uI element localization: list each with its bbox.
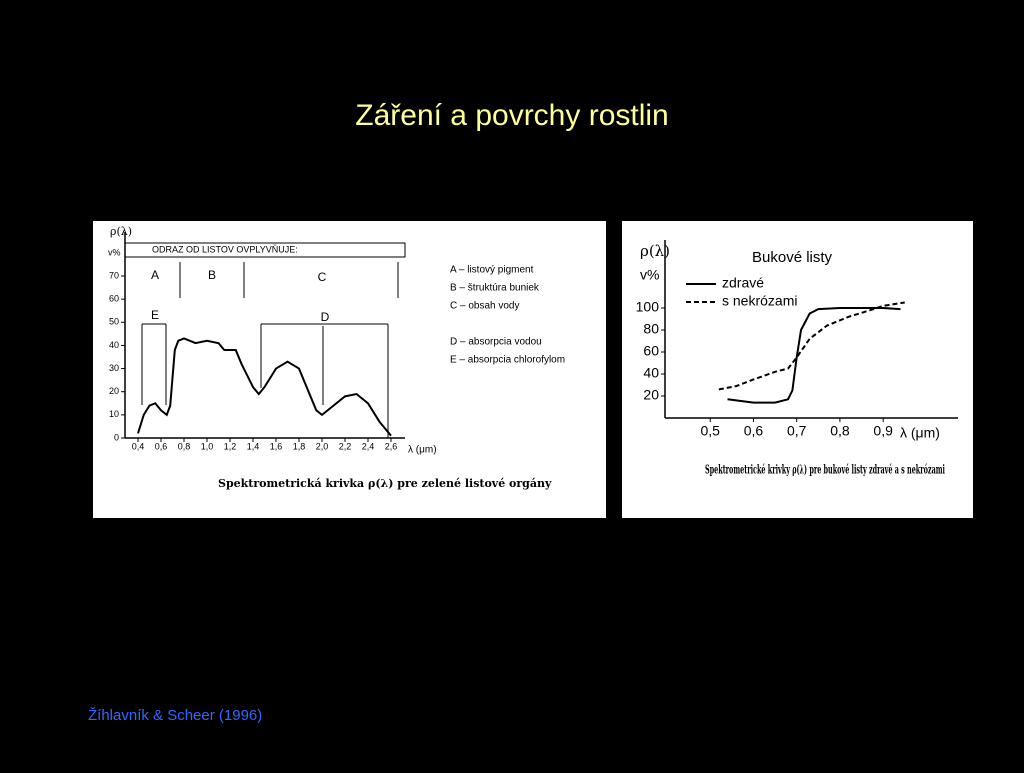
footer: Žíhlavník & Scheer (1996) — [88, 707, 262, 724]
y-tick-label: 100 — [636, 299, 660, 315]
y-tick-label: 50 — [109, 317, 119, 327]
y-tick-label: 20 — [109, 386, 119, 396]
y-tick-label: 70 — [109, 270, 119, 280]
y-tick-label: 0 — [114, 432, 119, 442]
x-tick-label: 1,6 — [270, 441, 283, 451]
chart-title: Bukové listy — [752, 249, 833, 266]
note: A – listový pigment — [450, 265, 534, 276]
caption: Spektrometrická krivka ρ(λ) pre zelené l… — [218, 477, 552, 490]
data-line — [137, 337, 392, 437]
y-tick-label: 40 — [643, 365, 659, 381]
y-tick-label: 60 — [643, 343, 659, 359]
region-label: E — [151, 308, 159, 322]
slide-title: Záření a povrchy rostlin — [355, 99, 668, 132]
x-label: λ (μm) — [408, 445, 437, 456]
x-tick-label: 0,6 — [744, 423, 764, 439]
x-tick-label: 1,2 — [224, 441, 237, 451]
y-label: ρ(λ) — [110, 225, 132, 238]
x-label: λ (μm) — [900, 425, 940, 441]
x-tick-label: 0,5 — [700, 423, 720, 439]
x-tick-label: 0,7 — [787, 423, 807, 439]
header-box — [124, 242, 406, 258]
y-tick-label: 60 — [109, 294, 119, 304]
x-tick-label: 1,8 — [293, 441, 306, 451]
x-tick-label: 0,6 — [155, 441, 168, 451]
x-tick-label: 0,9 — [873, 423, 893, 439]
y-tick-label: 30 — [109, 363, 119, 373]
y-tick-label: 20 — [643, 387, 659, 403]
x-tick-label: 2,6 — [385, 441, 398, 451]
x-tick-label: 2,2 — [339, 441, 352, 451]
region-label: B — [208, 268, 216, 282]
data-line — [718, 301, 905, 391]
y-label: ρ(λ) — [640, 242, 670, 260]
region-label: D — [321, 310, 330, 324]
note: B – štruktúra buniek — [450, 283, 540, 294]
header: ODRAZ OD LISTOV OVPLYVŇUJE: — [152, 244, 298, 254]
caption: Spektrometrické krivky ρ(λ) pre bukové l… — [705, 463, 945, 477]
note: E – absorpcia chlorofylom — [450, 355, 565, 366]
panel — [93, 221, 606, 518]
y-tick-label: 80 — [643, 321, 659, 337]
y-unit: v% — [640, 267, 659, 283]
y-unit: v% — [108, 247, 121, 257]
x-tick-label: 1,0 — [201, 441, 214, 451]
note: C – obsah vody — [450, 301, 520, 312]
x-tick-label: 0,4 — [132, 441, 145, 451]
x-tick-label: 1,4 — [247, 441, 260, 451]
region-label: A — [151, 268, 159, 282]
legend-label: zdravé — [722, 275, 764, 291]
x-tick-label: 0,8 — [830, 423, 850, 439]
x-tick-label: 0,8 — [178, 441, 191, 451]
region-label: C — [318, 270, 327, 284]
data-line — [727, 307, 901, 404]
y-tick-label: 40 — [109, 340, 119, 350]
x-tick-label: 2,4 — [362, 441, 375, 451]
x-tick-label: 2,0 — [316, 441, 329, 451]
legend-label: s nekrózami — [722, 293, 797, 309]
note: D – absorpcia vodou — [450, 337, 542, 348]
y-tick-label: 10 — [109, 409, 119, 419]
panel — [622, 221, 973, 518]
